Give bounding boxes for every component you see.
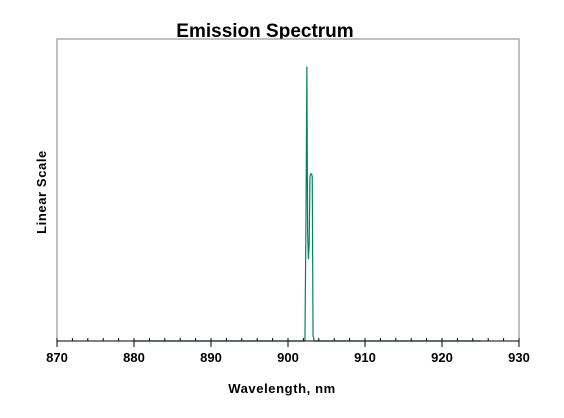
x-tick-label: 900 (277, 350, 299, 365)
x-major-ticks (56, 341, 520, 347)
spectrum-line (134, 66, 481, 342)
chart-title: Emission Spectrum (176, 21, 353, 42)
plot-area-frame (56, 38, 520, 342)
x-tick-labels: 870 880 890 900 910 920 930 (46, 350, 530, 365)
series-layer (134, 66, 481, 342)
x-tick-label: 870 (46, 350, 68, 365)
x-tick-label: 930 (508, 350, 530, 365)
x-tick-label: 880 (123, 350, 145, 365)
x-tick-label: 910 (354, 350, 376, 365)
x-axis-label: Wavelength, nm (228, 381, 336, 396)
x-tick-label: 890 (200, 350, 222, 365)
x-tick-label: 920 (431, 350, 453, 365)
y-axis-label: Linear Scale (34, 150, 49, 234)
